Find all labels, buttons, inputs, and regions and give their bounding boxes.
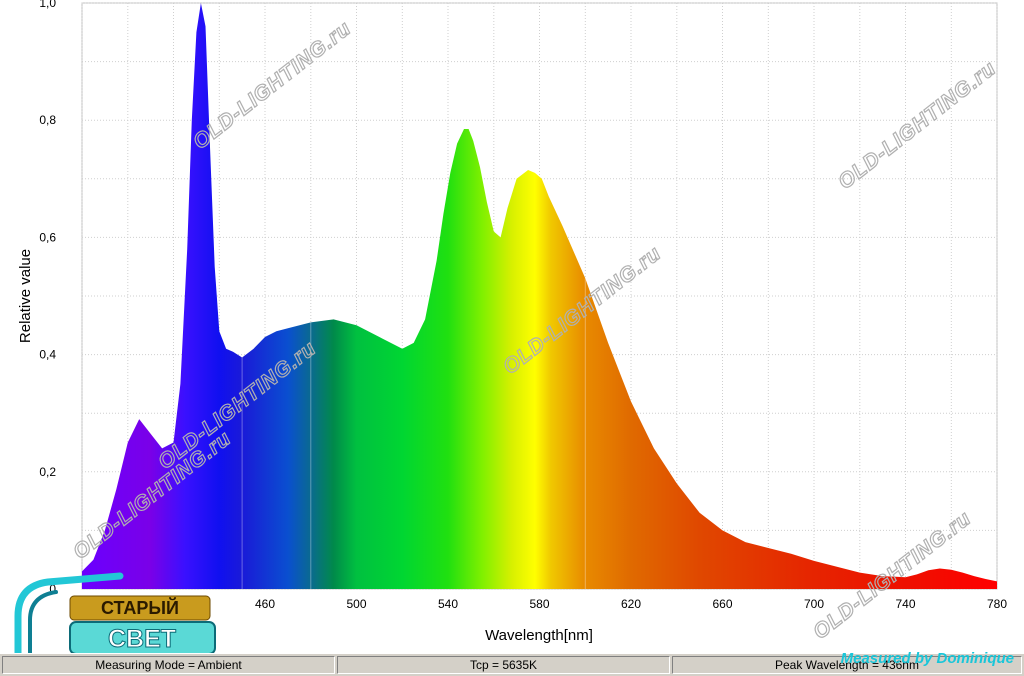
spectrum-chart: 460 500 540 580 620 660 700 740 780 0 0,2 0,4 0,6 0,… xyxy=(17,0,1007,645)
x-tick-label: 660 xyxy=(712,597,732,611)
watermark-text: OLD-LIGHTING.ru xyxy=(189,17,356,154)
x-tick-label: 780 xyxy=(987,597,1007,611)
status-bar: Measuring Mode = Ambient Tcp = 5635K Pea… xyxy=(0,653,1024,676)
status-peak-wavelength: Peak Wavelength = 436nm xyxy=(672,656,1022,674)
x-tick-label: 540 xyxy=(438,597,458,611)
y-tick-label: 0 xyxy=(49,582,56,596)
logo-line1: СТАРЫЙ xyxy=(101,597,179,618)
x-tick-label: 580 xyxy=(529,597,549,611)
x-axis-label: Wavelength[nm] xyxy=(485,627,593,644)
y-axis-ticks: 0 0,2 0,4 0,6 0,8 1,0 xyxy=(39,0,56,596)
x-axis-ticks: 460 500 540 580 620 660 700 740 780 xyxy=(255,597,1007,611)
logo-line2: СВЕТ xyxy=(108,625,176,653)
spectrum-area xyxy=(82,3,997,589)
x-tick-label: 700 xyxy=(804,597,824,611)
x-tick-label: 500 xyxy=(346,597,366,611)
measured-by-credit: Measured by Dominique xyxy=(840,650,1014,667)
watermark-text: OLD-LIGHTING.ru xyxy=(834,57,1001,194)
y-tick-label: 0,8 xyxy=(39,113,56,127)
x-tick-label: 740 xyxy=(895,597,915,611)
y-tick-label: 0,6 xyxy=(39,230,56,244)
status-measuring-mode: Measuring Mode = Ambient xyxy=(2,656,335,674)
y-tick-label: 0,4 xyxy=(39,348,56,362)
staryi-svet-logo: СТАРЫЙ СВЕТ xyxy=(14,572,216,658)
x-tick-label: 460 xyxy=(255,597,275,611)
y-axis-label: Relative value xyxy=(17,249,34,343)
status-tcp: Tcp = 5635K xyxy=(337,656,670,674)
x-tick-label: 620 xyxy=(621,597,641,611)
y-tick-label: 0,2 xyxy=(39,465,56,479)
y-tick-label: 1,0 xyxy=(39,0,56,10)
